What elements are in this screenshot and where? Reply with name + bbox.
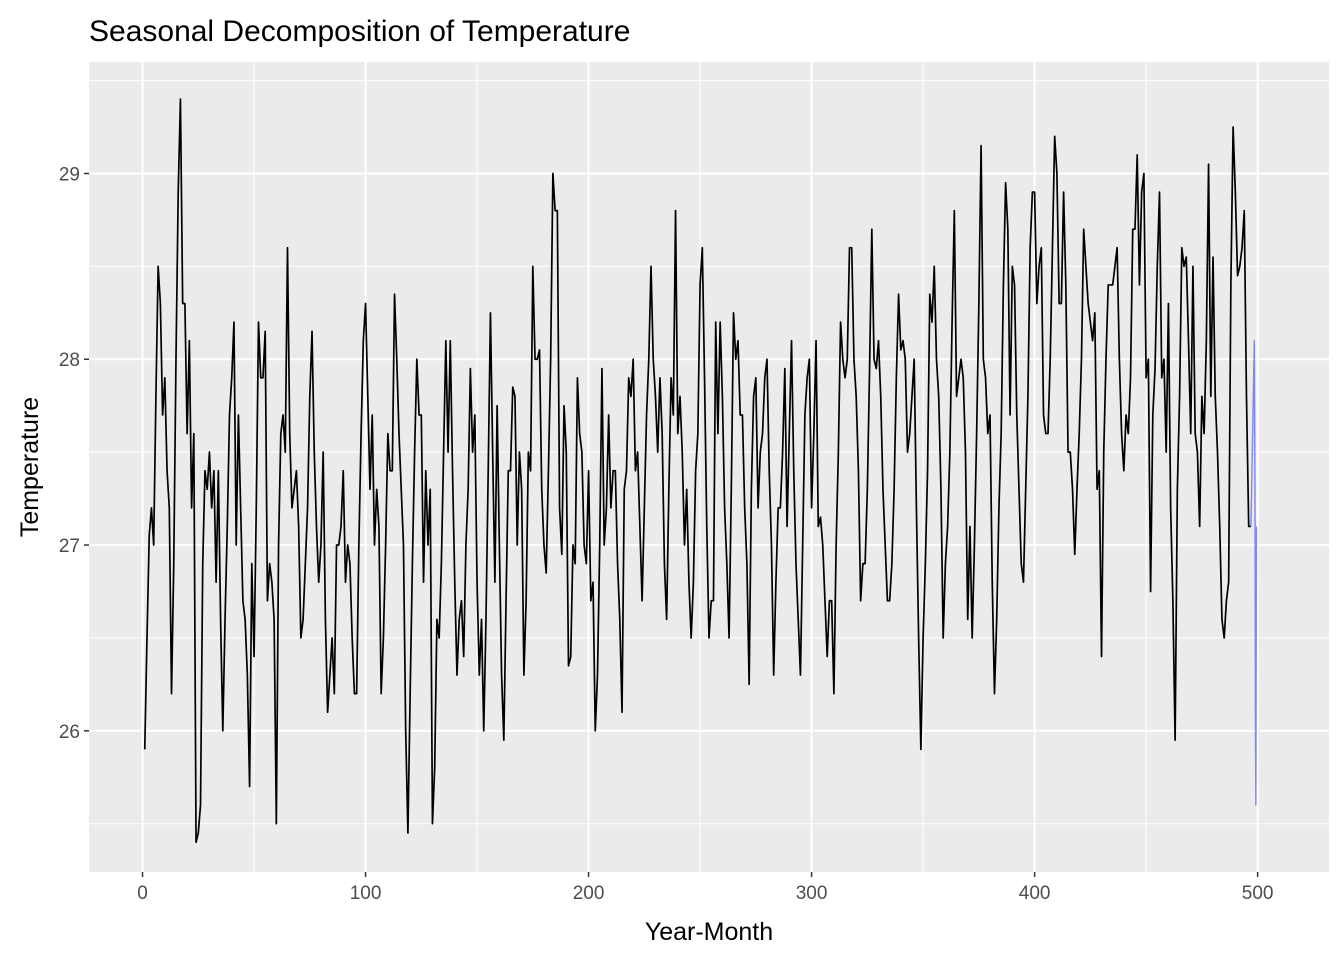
- y-tick-label: 27: [59, 536, 80, 557]
- x-tick-label: 400: [1019, 883, 1051, 904]
- y-axis-ticks: 26 27 28 29: [59, 164, 89, 743]
- x-tick-label: 300: [796, 883, 828, 904]
- y-tick-label: 28: [59, 350, 80, 371]
- x-tick-label: 200: [573, 883, 605, 904]
- x-axis-title: Year-Month: [645, 918, 773, 946]
- series-group: [143, 98, 1258, 844]
- y-tick-label: 29: [59, 164, 80, 185]
- x-tick-label: 500: [1242, 883, 1274, 904]
- forecast-line: [1250, 339, 1258, 806]
- chart-title: Seasonal Decomposition of Temperature: [89, 15, 630, 48]
- temperature-line: [143, 98, 1251, 844]
- y-tick-label: 26: [59, 722, 80, 743]
- plot-panel: [89, 62, 1329, 872]
- minor-gridlines: [89, 62, 1329, 872]
- x-axis-ticks: 0 100 200 300 400 500: [137, 872, 1273, 904]
- x-tick-label: 0: [137, 883, 148, 904]
- y-axis-title: Temperature: [16, 397, 44, 537]
- x-tick-label: 100: [350, 883, 382, 904]
